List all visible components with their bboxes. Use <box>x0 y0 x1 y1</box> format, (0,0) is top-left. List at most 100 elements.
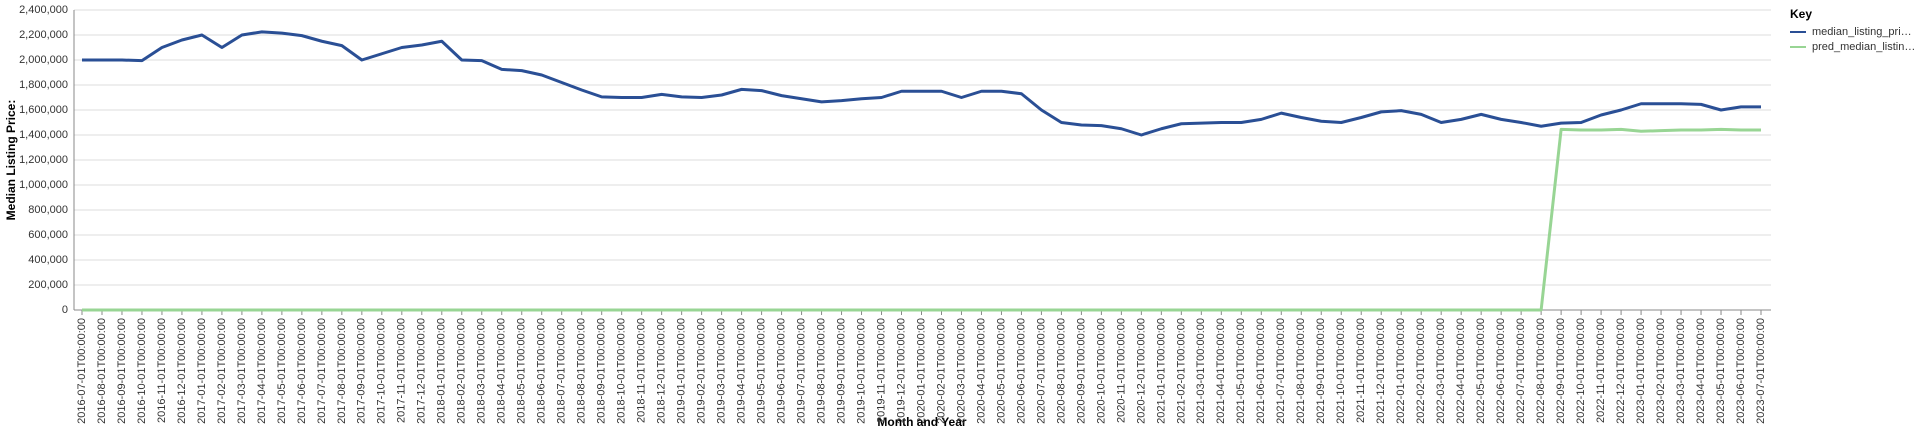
x-tick-label: 2017-09-01T00:00:00 <box>356 318 368 424</box>
legend-label: pred_median_listin… <box>1812 41 1915 53</box>
x-tick-label: 2017-03-01T00:00:00 <box>236 318 248 424</box>
x-tick-label: 2018-09-01T00:00:00 <box>596 318 608 424</box>
x-tick-label: 2018-05-01T00:00:00 <box>516 318 528 424</box>
y-tick-label: 0 <box>62 304 68 316</box>
y-tick-label: 200,000 <box>28 279 68 291</box>
y-tick-label: 600,000 <box>28 229 68 241</box>
x-tick-label: 2019-04-01T00:00:00 <box>736 318 748 424</box>
x-tick-label: 2021-06-01T00:00:00 <box>1255 318 1267 424</box>
x-tick-label: 2023-04-01T00:00:00 <box>1695 318 1707 424</box>
x-tick-label: 2021-09-01T00:00:00 <box>1315 318 1327 424</box>
x-tick-label: 2022-03-01T00:00:00 <box>1435 318 1447 424</box>
x-tick-label: 2019-10-01T00:00:00 <box>855 318 867 424</box>
x-tick-label: 2020-03-01T00:00:00 <box>955 318 967 424</box>
x-tick-label: 2020-06-01T00:00:00 <box>1015 318 1027 424</box>
x-tick-label: 2017-06-01T00:00:00 <box>296 318 308 424</box>
x-tick-label: 2018-08-01T00:00:00 <box>576 318 588 424</box>
x-tick-label: 2023-02-01T00:00:00 <box>1655 318 1667 424</box>
y-tick-label: 2,000,000 <box>19 54 68 66</box>
x-tick-label: 2018-01-01T00:00:00 <box>436 318 448 424</box>
x-tick-label: 2020-12-01T00:00:00 <box>1135 318 1147 424</box>
x-tick-label: 2022-10-01T00:00:00 <box>1575 318 1587 424</box>
x-tick-label: 2016-07-01T00:00:00 <box>76 318 88 424</box>
x-tick-label: 2018-10-01T00:00:00 <box>616 318 628 424</box>
x-tick-label: 2020-04-01T00:00:00 <box>975 318 987 424</box>
x-tick-label: 2022-09-01T00:00:00 <box>1555 318 1567 424</box>
x-tick-label: 2016-08-01T00:00:00 <box>96 318 108 424</box>
x-tick-label: 2020-08-01T00:00:00 <box>1055 318 1067 424</box>
x-tick-label: 2019-11-01T00:00:00 <box>875 318 887 423</box>
x-tick-label: 2022-05-01T00:00:00 <box>1475 318 1487 424</box>
y-tick-label: 1,600,000 <box>19 104 68 116</box>
x-tick-label: 2019-03-01T00:00:00 <box>716 318 728 424</box>
series-line <box>82 127 1761 312</box>
x-tick-label: 2018-12-01T00:00:00 <box>656 318 668 424</box>
x-tick-label: 2020-01-01T00:00:00 <box>915 318 927 424</box>
x-tick-label: 2017-11-01T00:00:00 <box>396 318 408 423</box>
x-tick-label: 2017-04-01T00:00:00 <box>256 318 268 424</box>
x-tick-label: 2020-10-01T00:00:00 <box>1095 318 1107 424</box>
x-tick-label: 2018-02-01T00:00:00 <box>456 318 468 424</box>
x-tick-label: 2017-05-01T00:00:00 <box>276 318 288 424</box>
x-tick-label: 2020-07-01T00:00:00 <box>1035 318 1047 424</box>
x-tick-label: 2017-10-01T00:00:00 <box>376 318 388 424</box>
x-tick-label: 2022-06-01T00:00:00 <box>1495 318 1507 424</box>
x-tick-label: 2017-01-01T00:00:00 <box>196 318 208 424</box>
y-tick-label: 1,000,000 <box>19 179 68 191</box>
x-tick-label: 2023-01-01T00:00:00 <box>1635 318 1647 424</box>
x-tick-label: 2019-06-01T00:00:00 <box>775 318 787 424</box>
x-tick-label: 2017-08-01T00:00:00 <box>336 318 348 424</box>
y-tick-label: 800,000 <box>28 204 68 216</box>
x-tick-label: 2016-10-01T00:00:00 <box>136 318 148 424</box>
y-tick-label: 2,200,000 <box>19 29 68 41</box>
x-tick-label: 2022-08-01T00:00:00 <box>1535 318 1547 424</box>
x-tick-label: 2020-09-01T00:00:00 <box>1075 318 1087 424</box>
x-axis-title: Month and Year <box>877 415 966 429</box>
x-tick-label: 2018-06-01T00:00:00 <box>536 318 548 424</box>
x-tick-label: 2017-07-01T00:00:00 <box>316 318 328 424</box>
x-tick-label: 2018-11-01T00:00:00 <box>636 318 648 423</box>
legend-label: median_listing_pri… <box>1812 26 1912 38</box>
y-tick-label: 1,400,000 <box>19 129 68 141</box>
x-tick-label: 2023-05-01T00:00:00 <box>1715 318 1727 424</box>
x-tick-label: 2019-12-01T00:00:00 <box>895 318 907 424</box>
x-tick-label: 2019-07-01T00:00:00 <box>795 318 807 424</box>
x-tick-label: 2022-07-01T00:00:00 <box>1515 318 1527 424</box>
x-tick-label: 2022-11-01T00:00:00 <box>1595 318 1607 423</box>
x-tick-label: 2021-05-01T00:00:00 <box>1235 318 1247 424</box>
x-tick-label: 2016-12-01T00:00:00 <box>176 318 188 424</box>
x-tick-label: 2022-02-01T00:00:00 <box>1415 318 1427 424</box>
x-tick-label: 2021-10-01T00:00:00 <box>1335 318 1347 424</box>
y-tick-label: 1,800,000 <box>19 79 68 91</box>
series-line <box>82 30 1761 137</box>
x-tick-label: 2018-07-01T00:00:00 <box>556 318 568 424</box>
x-tick-label: 2020-05-01T00:00:00 <box>995 318 1007 424</box>
x-tick-label: 2017-12-01T00:00:00 <box>416 318 428 424</box>
x-tick-label: 2016-09-01T00:00:00 <box>116 318 128 424</box>
x-tick-label: 2021-04-01T00:00:00 <box>1215 318 1227 424</box>
x-tick-label: 2022-12-01T00:00:00 <box>1615 318 1627 424</box>
x-tick-label: 2018-04-01T00:00:00 <box>496 318 508 424</box>
x-tick-label: 2021-08-01T00:00:00 <box>1295 318 1307 424</box>
x-tick-label: 2021-01-01T00:00:00 <box>1155 318 1167 424</box>
x-tick-label: 2019-01-01T00:00:00 <box>676 318 688 424</box>
x-tick-label: 2019-02-01T00:00:00 <box>696 318 708 424</box>
y-tick-label: 1,200,000 <box>19 154 68 166</box>
x-tick-label: 2018-03-01T00:00:00 <box>476 318 488 424</box>
y-tick-label: 2,400,000 <box>19 4 68 16</box>
x-tick-label: 2020-11-01T00:00:00 <box>1115 318 1127 423</box>
x-tick-label: 2021-07-01T00:00:00 <box>1275 318 1287 424</box>
x-tick-label: 2016-11-01T00:00:00 <box>156 318 168 423</box>
x-tick-label: 2017-02-01T00:00:00 <box>216 318 228 424</box>
x-tick-label: 2022-04-01T00:00:00 <box>1455 318 1467 424</box>
x-tick-label: 2020-02-01T00:00:00 <box>935 318 947 424</box>
x-tick-label: 2021-03-01T00:00:00 <box>1195 318 1207 424</box>
x-tick-label: 2022-01-01T00:00:00 <box>1395 318 1407 424</box>
y-axis-title: Median Listing Price: <box>4 100 18 221</box>
x-tick-label: 2021-02-01T00:00:00 <box>1175 318 1187 424</box>
x-tick-label: 2023-07-01T00:00:00 <box>1755 318 1767 424</box>
x-tick-label: 2019-08-01T00:00:00 <box>815 318 827 424</box>
x-tick-label: 2021-11-01T00:00:00 <box>1355 318 1367 423</box>
x-tick-label: 2023-06-01T00:00:00 <box>1735 318 1747 424</box>
